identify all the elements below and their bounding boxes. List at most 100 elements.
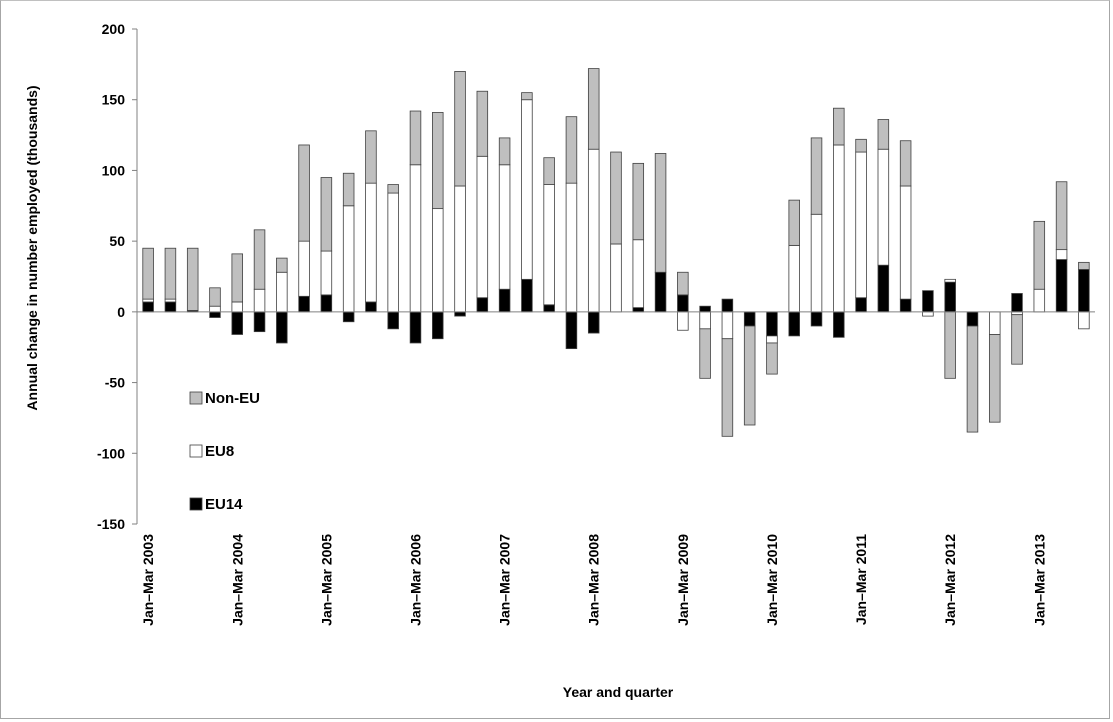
bar-eu8-2003-q2 <box>164 298 177 303</box>
bar-eu8-2005-q4 <box>387 192 399 313</box>
bar-non-eu-2007-q1 <box>498 137 511 166</box>
bar-non-eu-2005-q4 <box>387 184 399 194</box>
bar-eu8-2010-q3 <box>810 213 823 313</box>
bar-eu8-2007-q3 <box>543 184 555 306</box>
bar-eu8-2013-q1 <box>1033 288 1046 313</box>
bar-eu8-2012-q3 <box>988 311 1001 335</box>
x-tick-label: Jan–Mar 2003 <box>140 534 156 626</box>
bar-eu14-2008-q4 <box>654 271 667 313</box>
bar-non-eu-2010-q2 <box>788 199 800 246</box>
bar-non-eu-2012-q1 <box>944 311 956 379</box>
y-tick-label: 100 <box>102 162 126 178</box>
bar-non-eu-2003-q1 <box>142 247 154 300</box>
bar-eu14-2007-q2 <box>521 278 533 313</box>
bar-non-eu-2006-q4 <box>476 90 489 157</box>
bar-eu8-2009-q1 <box>677 311 689 331</box>
bar-eu8-2010-q4 <box>833 144 845 313</box>
bar-eu14-2004-q2 <box>253 311 266 333</box>
bar-non-eu-2004-q3 <box>276 257 288 273</box>
bar-eu14-2005-q1 <box>320 294 333 313</box>
bar-eu8-2009-q2 <box>699 311 711 330</box>
bar-eu8-2005-q1 <box>320 250 333 296</box>
bar-eu14-2003-q2 <box>164 301 177 313</box>
y-tick-label: -50 <box>105 375 125 391</box>
y-tick-label: -150 <box>97 516 125 532</box>
bar-eu14-2011-q2 <box>877 264 890 313</box>
bar-non-eu-2009-q2 <box>699 328 711 379</box>
bar-non-eu-2006-q1 <box>409 110 422 166</box>
bar-eu14-2011-q4 <box>922 290 934 313</box>
bar-non-eu-2010-q3 <box>810 137 823 215</box>
bar-eu14-2006-q3 <box>454 311 466 317</box>
bar-eu8-2006-q1 <box>409 164 422 313</box>
bar-eu14-2012-q2 <box>966 311 979 327</box>
bar-non-eu-2013-q1 <box>1033 220 1046 290</box>
bar-eu14-2007-q1 <box>498 288 511 313</box>
bar-eu14-2007-q4 <box>565 311 578 350</box>
bar-non-eu-2010-q1 <box>766 342 778 375</box>
legend-label-eu8: EU8 <box>205 443 234 460</box>
bar-non-eu-2013-q2 <box>1055 181 1068 251</box>
bar-eu14-2004-q1 <box>231 311 244 335</box>
x-tick-label: Jan–Mar 2004 <box>229 534 245 626</box>
x-tick-label: Jan–Mar 2011 <box>853 534 869 625</box>
bar-non-eu-2008-q4 <box>654 153 667 273</box>
bar-eu14-2013-q2 <box>1055 259 1068 313</box>
bar-eu14-2010-q4 <box>833 311 845 338</box>
bar-eu8-2005-q2 <box>342 205 355 313</box>
bar-eu14-2006-q1 <box>409 311 422 344</box>
bar-eu8-2007-q4 <box>565 182 578 313</box>
bar-non-eu-2008-q2 <box>610 151 622 245</box>
bar-eu14-2010-q2 <box>788 311 800 337</box>
bar-eu8-2003-q1 <box>142 298 154 303</box>
bar-eu8-2013-q2 <box>1055 249 1068 260</box>
bar-eu8-2008-q3 <box>632 239 645 309</box>
bar-eu14-2006-q4 <box>476 297 489 313</box>
bar-eu14-2012-q4 <box>1011 293 1023 313</box>
bar-eu8-2008-q2 <box>610 243 622 313</box>
y-tick-label: 50 <box>109 233 125 249</box>
y-tick-label: 200 <box>102 21 126 37</box>
bars-group <box>142 68 1090 437</box>
bar-eu14-2004-q4 <box>298 295 310 313</box>
x-tick-label: Jan–Mar 2013 <box>1031 534 1047 626</box>
bar-eu8-2007-q1 <box>498 164 511 290</box>
bar-non-eu-2013-q3 <box>1078 261 1090 270</box>
bar-eu8-2008-q1 <box>587 148 600 313</box>
bar-eu8-2011-q3 <box>899 185 912 300</box>
x-axis: Jan–Mar 2003 Jan–Mar 2004 Jan–Mar 2005 Jan–… <box>140 534 1047 626</box>
bar-eu8-2011-q2 <box>877 148 890 266</box>
bar-eu8-2004-q4 <box>298 240 310 297</box>
x-tick-label: Jan–Mar 2007 <box>497 534 513 626</box>
bar-non-eu-2004-q2 <box>253 229 266 290</box>
y-tick-label: 150 <box>102 92 126 108</box>
axis-lines <box>136 29 1095 524</box>
bar-eu14-2007-q3 <box>543 304 555 313</box>
bar-non-eu-2003-q3 <box>186 247 199 311</box>
bar-eu8-2011-q4 <box>922 311 934 317</box>
x-tick-label: Jan–Mar 2005 <box>318 534 334 626</box>
bar-non-eu-2008-q3 <box>632 162 645 241</box>
bar-eu14-2005-q4 <box>387 311 399 330</box>
legend-swatch-eu8 <box>189 444 203 458</box>
bar-non-eu-2011-q3 <box>899 140 912 187</box>
bar-eu8-2013-q3 <box>1078 311 1090 330</box>
bar-eu8-2003-q4 <box>209 305 221 313</box>
bar-eu14-2010-q3 <box>810 311 823 327</box>
bar-non-eu-2012-q3 <box>988 334 1001 423</box>
bar-eu8-2010-q2 <box>788 244 800 313</box>
legend-label-non-eu: Non-EU <box>205 390 260 407</box>
bar-non-eu-2010-q4 <box>833 107 845 146</box>
bar-eu8-2007-q2 <box>521 99 533 280</box>
x-tick-label: Jan–Mar 2006 <box>407 534 423 626</box>
bar-eu14-2009-q2 <box>699 305 711 313</box>
x-tick-label: Jan–Mar 2010 <box>764 534 780 626</box>
bar-non-eu-2003-q4 <box>209 287 221 307</box>
bar-eu8-2010-q1 <box>766 335 778 344</box>
y-tick-label: 0 <box>117 304 125 320</box>
bar-eu14-2003-q1 <box>142 301 154 313</box>
bar-non-eu-2007-q3 <box>543 157 555 185</box>
bar-non-eu-2012-q4 <box>1011 314 1023 365</box>
